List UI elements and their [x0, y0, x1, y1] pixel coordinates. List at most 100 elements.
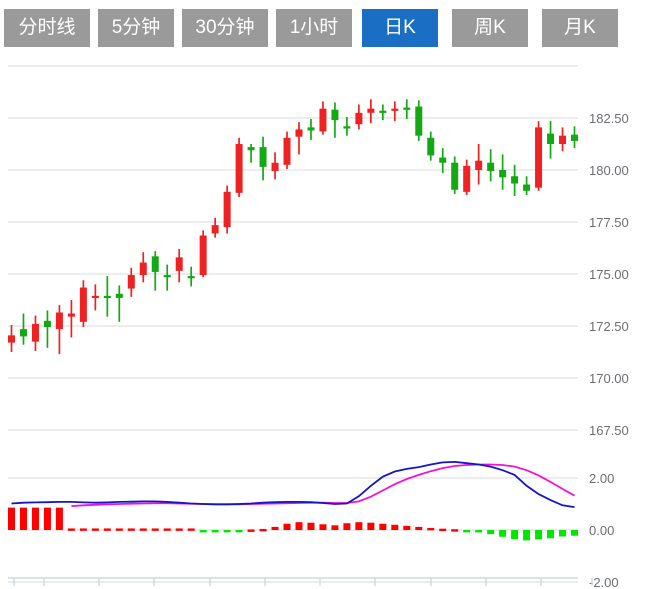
x-axis: [8, 577, 593, 586]
macd-bar: [451, 529, 459, 532]
candle-body: [139, 262, 147, 276]
macd-bar: [259, 528, 267, 532]
candle: [91, 284, 99, 311]
candle: [499, 154, 507, 190]
tab-4[interactable]: 日K: [362, 9, 438, 47]
candlestick-series: [8, 99, 578, 355]
candle-body: [331, 109, 339, 121]
price-tick-label: 177.50: [589, 215, 629, 230]
candle: [475, 144, 483, 185]
macd-bar: [343, 523, 351, 530]
macd-bar: [535, 530, 543, 540]
candle: [355, 104, 363, 130]
candle: [79, 280, 87, 328]
candle: [211, 217, 219, 238]
candle-body: [535, 127, 543, 188]
candle: [523, 176, 531, 195]
candle: [115, 285, 123, 322]
macd-bar: [511, 530, 519, 540]
price-gridlines: [8, 65, 578, 431]
tab-3[interactable]: 1小时: [276, 9, 352, 47]
chart-area: 182.50 180.00 177.50 175.00 172.50 170.00 167.…: [0, 55, 647, 589]
candle-body: [427, 137, 435, 156]
candle-body: [247, 147, 255, 151]
macd-bar: [547, 530, 555, 539]
candle: [343, 116, 351, 136]
candle: [127, 267, 135, 297]
macd-histogram: [8, 507, 578, 541]
candle: [439, 148, 447, 174]
candle: [547, 121, 555, 159]
macd-bar: [139, 528, 147, 531]
candle: [67, 300, 75, 338]
macd-bar: [391, 524, 399, 530]
candle: [559, 127, 567, 152]
candle: [163, 264, 171, 291]
candle-body: [115, 293, 123, 298]
candle: [511, 164, 519, 196]
candle-body: [403, 107, 411, 110]
tab-6[interactable]: 月K: [542, 9, 618, 47]
candle-body: [511, 176, 519, 184]
candle-body: [499, 170, 507, 178]
candle: [103, 276, 111, 317]
macd-bar: [79, 528, 87, 531]
tab-2[interactable]: 30分钟: [182, 9, 268, 47]
candle-body: [523, 184, 531, 191]
candle-body: [439, 157, 447, 163]
candle-body: [295, 129, 303, 137]
macd-bar: [115, 528, 123, 531]
tab-0[interactable]: 分时线: [4, 9, 90, 47]
timeframe-tab-bar: 分时线 5分钟 30分钟 1小时 日K 周K 月K: [0, 0, 647, 55]
macd-bar: [271, 526, 279, 530]
candle-body: [79, 287, 87, 322]
candle-body: [259, 147, 267, 167]
macd-gridlines: [8, 477, 578, 583]
candle-body: [43, 320, 51, 328]
macd-bar: [571, 530, 578, 536]
candle: [319, 101, 327, 135]
candle: [271, 152, 279, 180]
macd-bar: [43, 507, 51, 530]
macd-bar: [223, 530, 231, 533]
candle: [331, 102, 339, 138]
candle: [487, 149, 495, 182]
macd-bar: [487, 530, 495, 535]
macd-dea-line: [71, 463, 575, 507]
candle: [451, 156, 459, 194]
candle-body: [559, 135, 567, 144]
candle: [463, 159, 471, 195]
macd-bar: [559, 530, 567, 537]
candle-body: [223, 191, 231, 228]
macd-bar: [475, 530, 483, 533]
candle-body: [367, 108, 375, 113]
tab-1[interactable]: 5分钟: [98, 9, 174, 47]
macd-bar: [175, 528, 183, 531]
candle: [403, 99, 411, 120]
macd-bar: [235, 530, 243, 533]
candle-body: [283, 137, 291, 165]
macd-bar: [31, 507, 39, 530]
candle-body: [463, 165, 471, 192]
candle-body: [571, 134, 578, 141]
candle-body: [175, 257, 183, 271]
candle: [175, 249, 183, 283]
macd-bar: [319, 524, 327, 530]
candle-body: [547, 133, 555, 144]
candle-body: [199, 235, 207, 276]
macd-bar: [331, 525, 339, 530]
candle: [139, 252, 147, 283]
candle: [19, 313, 27, 345]
tab-5[interactable]: 周K: [452, 9, 528, 47]
candle-body: [379, 110, 387, 113]
candle: [295, 122, 303, 155]
macd-bar: [439, 528, 447, 532]
candle-body: [151, 256, 159, 272]
macd-bar: [187, 528, 195, 531]
macd-bar: [19, 507, 27, 530]
price-tick-label: 167.50: [589, 423, 629, 438]
candle: [259, 136, 267, 181]
candle-body: [319, 108, 327, 132]
kline-chart-svg[interactable]: 182.50 180.00 177.50 175.00 172.50 170.00 167.…: [0, 55, 647, 589]
candle-body: [211, 225, 219, 234]
